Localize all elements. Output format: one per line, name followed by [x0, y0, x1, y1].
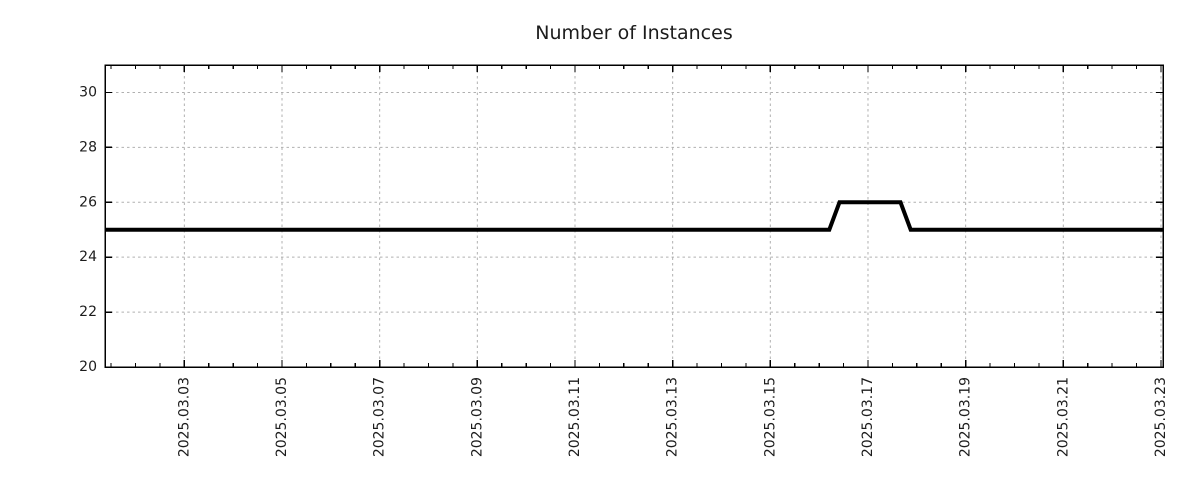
x-tick-label: 2025.03.07: [372, 377, 388, 457]
grid-lines: [105, 65, 1163, 367]
x-tick-label: 2025.03.21: [1055, 377, 1071, 457]
chart-title: Number of Instances: [535, 22, 732, 44]
x-tick-label: 2025.03.09: [469, 377, 485, 457]
x-tick-label: 2025.03.13: [665, 377, 681, 457]
y-tick-label: 26: [79, 194, 97, 210]
y-tick-labels: 20 22 24 26 28 30: [79, 84, 97, 375]
x-tick-labels: 2025.03.03 2025.03.05 2025.03.07 2025.03.09…: [176, 377, 1169, 457]
x-tick-label: 2025.03.19: [958, 377, 974, 457]
y-tick-label: 28: [79, 139, 97, 155]
plot-border: [104, 64, 1164, 368]
x-tick-label: 2025.03.17: [860, 377, 876, 457]
y-tick-label: 20: [79, 359, 97, 375]
y-tick-label: 30: [79, 84, 97, 100]
x-tick-label: 2025.03.03: [176, 377, 192, 457]
y-tick-label: 24: [79, 249, 97, 265]
y-tick-label: 22: [79, 304, 97, 320]
x-tick-label: 2025.03.11: [567, 377, 583, 457]
x-tick-label: 2025.03.05: [274, 377, 290, 457]
instances-line: [105, 200, 1163, 232]
x-tick-label: 2025.03.15: [762, 377, 778, 457]
x-tick-label: 2025.03.23: [1153, 377, 1169, 457]
axis-ticks: [105, 65, 1163, 368]
